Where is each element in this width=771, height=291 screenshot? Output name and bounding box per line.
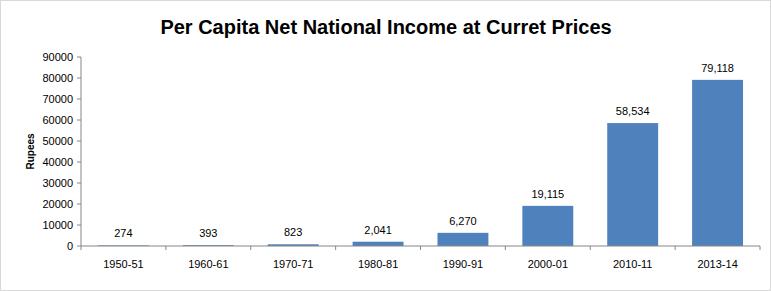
data-label: 2,041 [364, 224, 392, 236]
x-tick-label: 1980-81 [358, 258, 398, 270]
y-tick-label: 60000 [42, 114, 73, 126]
y-tick [77, 204, 81, 205]
y-tick [77, 78, 81, 79]
x-tick [81, 246, 82, 250]
x-tick [335, 246, 336, 250]
y-tick [77, 57, 81, 58]
chart: Per Capita Net National Income at Curret… [1, 1, 770, 290]
bar [437, 233, 488, 246]
bar [692, 80, 743, 246]
x-tick-label: 2010-11 [613, 258, 653, 270]
chart-title: Per Capita Net National Income at Curret… [160, 16, 611, 38]
x-tick [675, 246, 676, 250]
x-tick [505, 246, 506, 250]
x-tick [420, 246, 421, 250]
y-tick [77, 225, 81, 226]
chart-frame: Per Capita Net National Income at Curret… [0, 0, 771, 291]
y-tick-label: 0 [67, 240, 73, 252]
bar [353, 242, 404, 246]
y-tick-label: 70000 [42, 93, 73, 105]
y-tick [77, 120, 81, 121]
y-tick [77, 99, 81, 100]
y-axis [81, 57, 82, 246]
y-tick-label: 80000 [42, 72, 73, 84]
y-tick-label: 90000 [42, 51, 73, 63]
data-label: 19,115 [531, 188, 564, 200]
y-tick [77, 162, 81, 163]
x-tick-label: 2000-01 [528, 258, 568, 270]
x-tick-label: 1950-51 [103, 258, 143, 270]
x-tick [590, 246, 591, 250]
data-label: 393 [199, 227, 217, 239]
y-tick [77, 183, 81, 184]
x-tick-label: 1990-91 [443, 258, 483, 270]
x-tick-label: 2013-14 [697, 258, 737, 270]
data-label: 79,118 [701, 62, 734, 74]
data-label: 274 [114, 227, 132, 239]
y-axis-label: Rupees [25, 133, 36, 170]
data-label: 6,270 [449, 215, 477, 227]
x-tick-label: 1970-71 [273, 258, 313, 270]
y-tick-label: 50000 [42, 135, 73, 147]
y-tick-label: 30000 [42, 177, 73, 189]
x-tick [165, 246, 166, 250]
data-label: 823 [284, 226, 302, 238]
bar [522, 206, 573, 246]
y-tick [77, 141, 81, 142]
x-tick-label: 1960-61 [188, 258, 228, 270]
x-tick [250, 246, 251, 250]
x-tick [760, 246, 761, 250]
y-tick-label: 40000 [42, 156, 73, 168]
y-tick [77, 246, 81, 247]
y-tick-label: 10000 [42, 219, 73, 231]
y-tick-label: 20000 [42, 198, 73, 210]
bar [607, 123, 658, 246]
bars [98, 80, 743, 246]
data-label: 58,534 [616, 105, 650, 117]
